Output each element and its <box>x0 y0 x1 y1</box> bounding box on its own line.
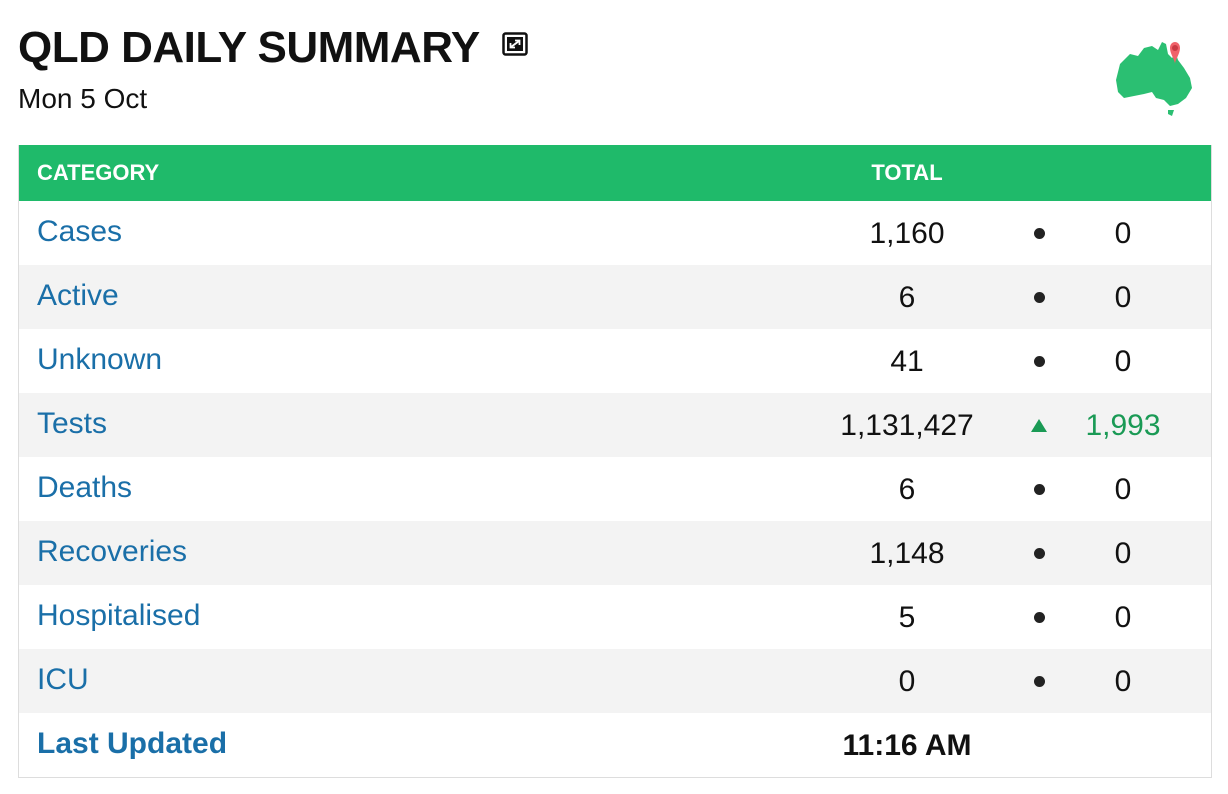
row-total: 6 <box>898 473 916 506</box>
row-trend-indicator <box>1029 457 1049 521</box>
row-trend-indicator <box>1029 585 1049 649</box>
no-change-dot-icon <box>1033 483 1045 495</box>
row-trend-indicator <box>1029 201 1049 265</box>
no-change-dot-icon <box>1033 611 1045 623</box>
table-row-unknown: Unknown 41 0 <box>19 329 1211 393</box>
no-change-dot-icon <box>1033 291 1045 303</box>
logo <box>1108 34 1200 118</box>
row-category-link[interactable]: Tests <box>37 407 108 440</box>
row-category-link[interactable]: Hospitalised <box>37 599 201 632</box>
page-subtitle-date: Mon 5 Oct <box>18 83 148 114</box>
table-row-cases: Cases 1,160 0 <box>19 201 1211 265</box>
summary-header: QLD DAILY SUMMARY Mon 5 Oct <box>18 22 1210 132</box>
row-change: 0 <box>1114 665 1132 698</box>
page-title: QLD DAILY SUMMARY <box>18 23 480 72</box>
row-change: 0 <box>1114 345 1132 378</box>
row-change: 0 <box>1114 217 1132 250</box>
row-trend-indicator <box>1029 393 1049 457</box>
expand-button[interactable] <box>501 32 528 56</box>
row-category-link[interactable]: Unknown <box>37 343 163 376</box>
row-category-link[interactable]: Active <box>37 279 119 312</box>
table-row-hospitalised: Hospitalised 5 0 <box>19 585 1211 649</box>
row-change: 0 <box>1114 281 1132 314</box>
table-row-icu: ICU 0 0 <box>19 649 1211 713</box>
title-row: QLD DAILY SUMMARY <box>18 22 1210 74</box>
row-category-link[interactable]: Cases <box>37 215 123 248</box>
no-change-dot-icon <box>1033 547 1045 559</box>
row-total: 0 <box>898 665 916 698</box>
summary-table: CATEGORY TOTAL Cases 1,160 0 Active 6 0 … <box>18 145 1212 778</box>
row-trend-indicator <box>1029 265 1049 329</box>
table-row-deaths: Deaths 6 0 <box>19 457 1211 521</box>
row-total: 41 <box>890 345 924 378</box>
row-change: 0 <box>1114 473 1132 506</box>
expand-icon <box>501 32 528 56</box>
table-row-tests: Tests 1,131,427 1,993 <box>19 393 1211 457</box>
table-row-active: Active 6 0 <box>19 265 1211 329</box>
column-header-total: TOTAL <box>871 160 943 185</box>
no-change-dot-icon <box>1033 675 1045 687</box>
row-trend-indicator <box>1029 329 1049 393</box>
row-category-link[interactable]: Deaths <box>37 471 133 504</box>
column-header-category: CATEGORY <box>37 160 160 185</box>
row-change: 1,993 <box>1085 409 1161 442</box>
increase-triangle-icon <box>1031 418 1047 432</box>
australia-map-pin-icon <box>1116 42 1192 116</box>
row-trend-indicator <box>1029 649 1049 713</box>
row-total: 6 <box>898 281 916 314</box>
last-updated-label[interactable]: Last Updated <box>37 727 228 760</box>
row-trend-indicator <box>1029 521 1049 585</box>
no-change-dot-icon <box>1033 227 1045 239</box>
row-category-link[interactable]: Recoveries <box>37 535 188 568</box>
row-category-link[interactable]: ICU <box>37 663 89 696</box>
table-row-last-updated: Last Updated 11:16 AM <box>19 713 1211 777</box>
row-total: 1,148 <box>869 537 945 570</box>
row-total: 1,160 <box>869 217 945 250</box>
table-header: CATEGORY TOTAL <box>19 145 1211 201</box>
row-total: 1,131,427 <box>840 409 974 442</box>
row-change: 0 <box>1114 537 1132 570</box>
table-row-recoveries: Recoveries 1,148 0 <box>19 521 1211 585</box>
last-updated-value: 11:16 AM <box>842 729 972 762</box>
row-total: 5 <box>898 601 916 634</box>
no-change-dot-icon <box>1033 355 1045 367</box>
row-change: 0 <box>1114 601 1132 634</box>
